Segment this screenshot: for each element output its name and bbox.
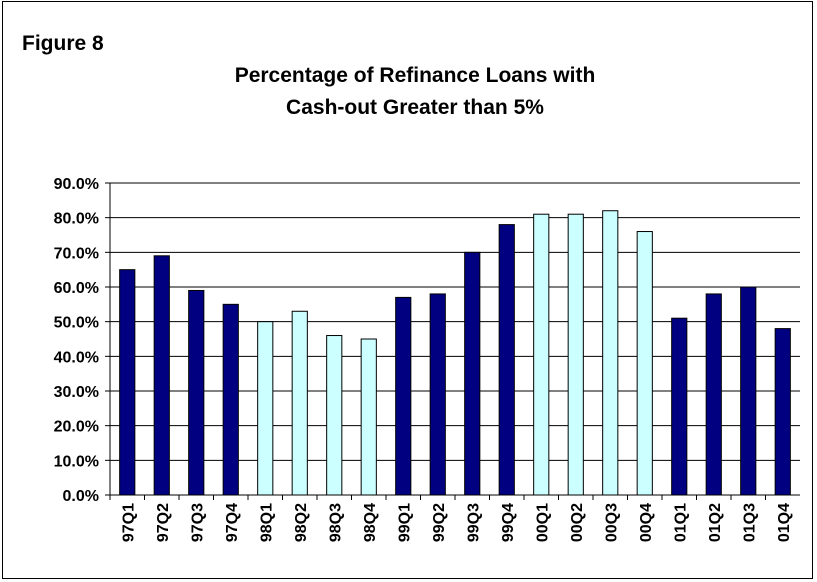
x-tick-label: 97Q3 bbox=[189, 503, 206, 542]
x-tick-label: 99Q3 bbox=[465, 503, 482, 542]
y-tick-label: 90.0% bbox=[54, 176, 99, 193]
x-tick-label: 98Q3 bbox=[327, 503, 344, 542]
x-tick-label: 00Q1 bbox=[534, 503, 551, 542]
bar-01Q3 bbox=[740, 286, 757, 496]
bar-97Q2 bbox=[153, 255, 170, 496]
x-tick-label: 97Q1 bbox=[120, 503, 137, 542]
x-tick-label: 98Q1 bbox=[258, 503, 275, 542]
x-tick-label: 01Q1 bbox=[672, 503, 689, 542]
y-tick-label: 30.0% bbox=[54, 384, 99, 401]
bar-99Q4 bbox=[498, 224, 515, 496]
chart-title-line-1: Percentage of Refinance Loans with bbox=[234, 64, 596, 87]
x-tick-label: 00Q4 bbox=[638, 503, 655, 542]
y-tick-label: 50.0% bbox=[54, 315, 99, 332]
bar-01Q4 bbox=[774, 328, 791, 496]
bar-97Q4 bbox=[222, 303, 239, 496]
bar-98Q1 bbox=[257, 321, 274, 496]
bar-00Q4 bbox=[636, 231, 653, 496]
bar-99Q2 bbox=[429, 293, 446, 496]
bar-00Q3 bbox=[602, 210, 619, 496]
x-tick-label: 97Q2 bbox=[155, 503, 172, 542]
x-tick-label: 99Q2 bbox=[431, 503, 448, 542]
bar-98Q2 bbox=[291, 310, 308, 496]
y-tick-label: 60.0% bbox=[54, 280, 99, 297]
x-tick-label: 98Q4 bbox=[362, 503, 379, 542]
bar-00Q2 bbox=[567, 213, 584, 496]
bar-99Q3 bbox=[464, 251, 481, 496]
bar-97Q1 bbox=[119, 269, 136, 496]
bar-98Q3 bbox=[326, 335, 343, 496]
bar-01Q2 bbox=[705, 293, 722, 496]
y-tick-label: 70.0% bbox=[54, 245, 99, 262]
bar-01Q1 bbox=[671, 317, 688, 496]
x-tick-label: 98Q2 bbox=[293, 503, 310, 542]
x-tick-label: 00Q2 bbox=[569, 503, 586, 542]
bar-98Q4 bbox=[360, 338, 377, 496]
bar-99Q1 bbox=[395, 296, 412, 496]
x-tick-label: 01Q4 bbox=[776, 503, 793, 542]
y-tick-label: 40.0% bbox=[54, 349, 99, 366]
bar-97Q3 bbox=[188, 289, 205, 496]
figure-label: Figure 8 bbox=[22, 32, 104, 55]
x-tick-label: 00Q3 bbox=[603, 503, 620, 542]
x-tick-label: 99Q1 bbox=[396, 503, 413, 542]
y-tick-label: 20.0% bbox=[54, 419, 99, 436]
x-tick-label: 97Q4 bbox=[224, 503, 241, 542]
y-tick-label: 80.0% bbox=[54, 211, 99, 228]
x-tick-label: 01Q2 bbox=[707, 503, 724, 542]
x-tick-label: 99Q4 bbox=[500, 503, 517, 542]
bar-00Q1 bbox=[533, 213, 550, 496]
chart-title-line-2: Cash-out Greater than 5% bbox=[286, 96, 544, 119]
x-tick-label: 01Q3 bbox=[741, 503, 758, 542]
y-tick-label: 10.0% bbox=[54, 453, 99, 470]
y-tick-label: 0.0% bbox=[63, 488, 99, 505]
